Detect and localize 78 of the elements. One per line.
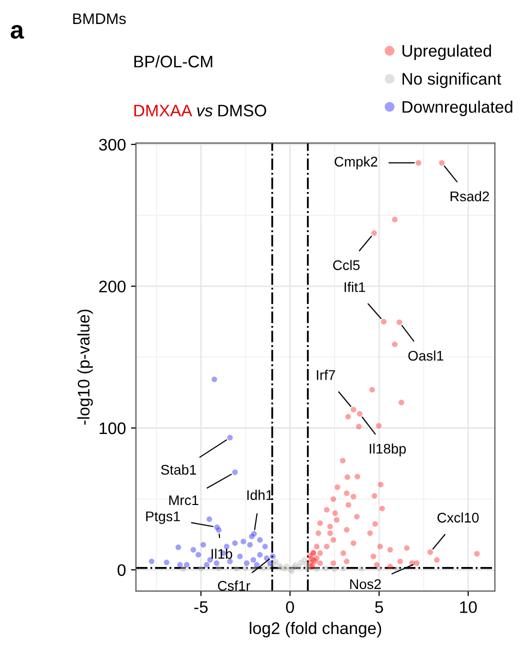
- point: [184, 562, 190, 568]
- point: [216, 566, 222, 572]
- point: [322, 566, 328, 572]
- chart-subtitle: BP/OL-CM: [134, 55, 212, 68]
- point: [257, 552, 263, 558]
- point: [196, 552, 202, 558]
- point: [207, 557, 213, 563]
- annotation: Mrc1: [169, 495, 198, 506]
- point: [190, 547, 196, 553]
- text: a: [10, 25, 24, 39]
- point: [267, 560, 273, 566]
- point: [340, 566, 346, 572]
- point: [257, 537, 263, 543]
- point: [332, 566, 338, 572]
- x-tick-label: 10: [460, 601, 477, 614]
- point: [262, 544, 268, 550]
- point: [305, 566, 311, 572]
- point: [216, 527, 222, 533]
- point: [314, 566, 320, 572]
- point: [227, 434, 233, 440]
- x-tick-label: -5: [194, 601, 208, 614]
- point: [302, 557, 308, 563]
- annotation: Idh1: [247, 490, 272, 500]
- point: [237, 554, 243, 560]
- annotation: Il1b: [212, 548, 232, 559]
- point: [148, 558, 154, 564]
- y-tick-label: 200: [99, 280, 126, 292]
- point: [247, 542, 253, 548]
- point: [212, 376, 218, 382]
- point: [248, 534, 255, 540]
- point: [232, 540, 238, 546]
- point: [284, 563, 290, 570]
- y-axis-title: -log10 (p-value): [77, 310, 93, 425]
- x-tick-label: 5: [375, 601, 384, 614]
- legend-label: Upregulated: [402, 44, 491, 60]
- point: [214, 560, 220, 566]
- point: [273, 558, 279, 564]
- annotation: Cxcl10: [437, 512, 479, 523]
- point: [227, 558, 233, 564]
- annotation: Ifit1: [344, 282, 366, 292]
- annotation: Irf7: [316, 370, 336, 380]
- text: DMXAA vs DMSO: [134, 104, 266, 116]
- point: [270, 554, 276, 560]
- y-tick-label: 300: [99, 138, 126, 151]
- y-tick-label: 100: [100, 422, 126, 434]
- annotation: Ptgs1: [146, 512, 180, 524]
- annotation: Il18bp: [370, 443, 406, 456]
- annotation: Ccl5: [333, 260, 360, 270]
- legend-label: Downregulated: [402, 100, 512, 116]
- point: [254, 562, 260, 568]
- point: [164, 560, 170, 566]
- point: [242, 565, 248, 572]
- point: [240, 538, 246, 544]
- annotation: Stab1: [161, 464, 196, 475]
- legend-label: No significant: [402, 72, 502, 88]
- x-axis-title: log2 (fold change): [250, 622, 382, 638]
- point: [177, 562, 183, 568]
- point: [358, 566, 364, 572]
- point: [198, 566, 204, 572]
- annotation: Rsad2: [450, 191, 489, 202]
- point: [376, 566, 382, 572]
- point: [234, 566, 240, 572]
- point: [232, 469, 238, 476]
- annotation: Oasl1: [408, 350, 444, 361]
- point: [204, 562, 210, 568]
- point: [176, 544, 182, 550]
- annotation: Csf1r: [218, 580, 250, 591]
- annotation: Cmpk2: [334, 156, 378, 170]
- point: [206, 516, 212, 522]
- point: [244, 560, 250, 566]
- point: [200, 542, 206, 548]
- chart-title: BMDMs: [73, 13, 126, 24]
- point: [250, 557, 256, 563]
- y-tick-label: 0: [118, 564, 126, 576]
- point: [298, 560, 304, 566]
- annotation: Nos2: [350, 579, 381, 590]
- x-tick-label: 0: [286, 601, 294, 614]
- point: [180, 566, 186, 572]
